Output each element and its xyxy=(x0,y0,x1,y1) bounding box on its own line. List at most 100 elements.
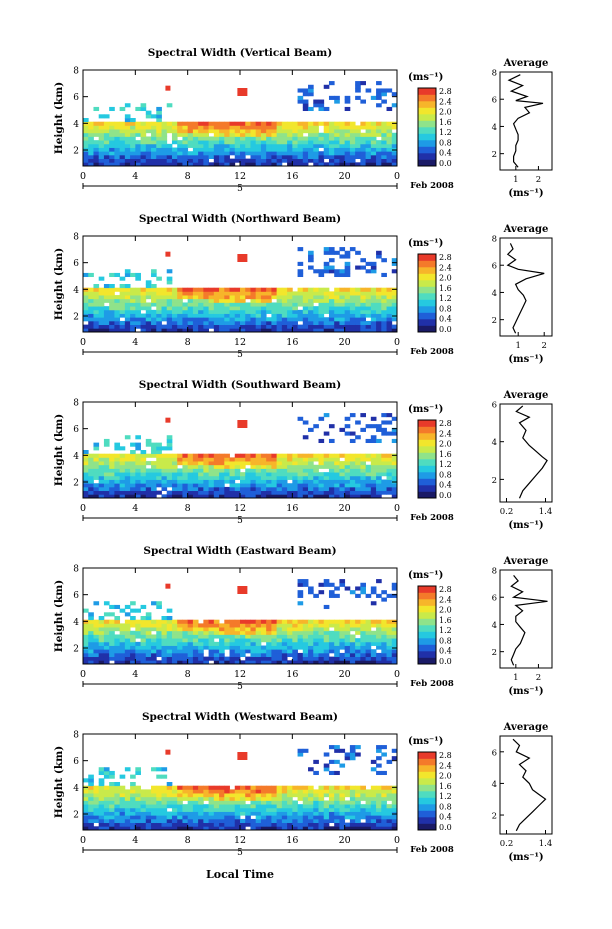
heatmap-cell xyxy=(124,125,131,130)
heatmap-cell xyxy=(308,796,314,801)
heatmap-cell xyxy=(344,143,351,148)
heatmap-cell xyxy=(208,483,215,488)
heatmap-cell xyxy=(323,413,330,418)
heatmap-cell xyxy=(203,306,209,311)
heatmap-cell xyxy=(250,475,257,480)
heatmap-cell xyxy=(219,472,225,477)
heatmap-cell xyxy=(245,479,251,484)
heatmap-cell xyxy=(260,486,267,492)
heatmap-cell xyxy=(323,453,330,458)
x-tick-label: 0 xyxy=(394,669,400,680)
heatmap-cell xyxy=(302,748,309,753)
heatmap-cell xyxy=(318,287,325,292)
heatmap-cell xyxy=(365,132,372,137)
heatmap-cell xyxy=(83,826,89,831)
heatmap-cell xyxy=(297,158,304,163)
heatmap-cell xyxy=(313,464,319,469)
heatmap-cell xyxy=(177,486,183,492)
heatmap-cell xyxy=(276,287,283,292)
heatmap-cell xyxy=(182,324,189,329)
heatmap-cell xyxy=(161,826,168,831)
heatmap-cell xyxy=(266,154,272,160)
heatmap-cell xyxy=(376,147,382,152)
heatmap-cell xyxy=(255,457,262,462)
heatmap-cell xyxy=(250,468,257,473)
heatmap-cell xyxy=(98,822,105,827)
heatmap-cells xyxy=(83,413,398,499)
heatmap-cell xyxy=(145,313,152,318)
heatmap-cell xyxy=(166,804,173,809)
heatmap-cell xyxy=(124,804,131,809)
heatmap-cell xyxy=(365,793,372,798)
average-unit: (ms⁻¹) xyxy=(508,520,543,531)
heatmap-cell xyxy=(391,151,398,156)
heatmap-cell xyxy=(240,129,246,134)
heatmap-cell xyxy=(250,132,257,137)
panel-title: Spectral Width (Eastward Beam) xyxy=(143,545,336,557)
heatmap-cell xyxy=(339,763,346,768)
heatmap-cell xyxy=(93,475,100,480)
heatmap-cell xyxy=(297,793,304,798)
colorbar-swatch xyxy=(418,465,436,473)
heatmap-cell xyxy=(255,295,262,300)
heatmap-cell xyxy=(297,129,304,134)
heatmap-cell xyxy=(182,457,189,462)
x-tick-label: 16 xyxy=(286,669,298,680)
heatmap-cell xyxy=(151,767,157,772)
y-tick-label: 4 xyxy=(73,120,79,130)
heatmap-cell xyxy=(297,660,304,665)
heatmap-cell xyxy=(391,125,398,130)
heatmap-cell xyxy=(130,475,136,480)
heatmap-cell xyxy=(386,796,393,801)
heatmap-cell xyxy=(145,110,152,115)
heatmap-cell xyxy=(328,140,335,145)
heatmap-cell xyxy=(339,254,346,259)
heatmap-cell xyxy=(234,627,241,632)
heatmap-cell xyxy=(355,298,361,303)
average-title: Average xyxy=(503,390,549,401)
heatmap-cell xyxy=(297,748,304,753)
heatmap-cell xyxy=(313,660,319,665)
colorbar-swatch xyxy=(418,605,436,613)
heatmap-cell xyxy=(140,328,147,333)
average-title: Average xyxy=(503,722,549,733)
heatmap-cell xyxy=(114,302,121,307)
heatmap-cell xyxy=(182,158,189,163)
heatmap-cell xyxy=(376,656,382,661)
heatmap-cell xyxy=(391,427,398,432)
heatmap-cell xyxy=(344,811,351,816)
heatmap-cell xyxy=(297,811,304,816)
heatmap-cell xyxy=(376,748,382,753)
heatmap-cell xyxy=(334,586,340,591)
heatmap-cell xyxy=(203,328,209,333)
heatmap-cell xyxy=(103,114,110,119)
heatmap-cell xyxy=(192,453,199,458)
colorbar-swatch xyxy=(418,88,436,95)
heatmap-cell xyxy=(302,660,309,665)
heatmap-cell xyxy=(266,324,272,329)
heatmap-cell xyxy=(370,151,377,156)
heatmap-cell xyxy=(370,468,377,473)
heatmap-cell xyxy=(161,328,168,333)
heatmap-cell xyxy=(271,815,278,820)
heatmap-cell xyxy=(98,638,105,643)
heatmap-cell xyxy=(124,457,131,462)
heatmap-cell xyxy=(93,494,100,499)
heatmap-cell xyxy=(140,800,147,805)
heatmap-cell xyxy=(182,627,189,632)
heatmap-cell xyxy=(365,154,372,160)
heatmap-cell xyxy=(349,818,356,824)
heatmap-cell xyxy=(219,793,225,798)
heatmap-cell xyxy=(213,619,220,624)
heatmap-cell xyxy=(88,789,94,794)
y-axis-label: Height (km) xyxy=(53,82,65,154)
colorbar-swatch xyxy=(418,804,436,811)
heatmap-cell xyxy=(349,295,356,300)
heatmap-cell xyxy=(334,627,340,632)
heatmap-cell xyxy=(93,151,100,156)
heatmap-cell xyxy=(182,306,189,311)
heatmap-cell xyxy=(203,660,209,665)
heatmap-cell xyxy=(171,475,178,480)
heatmap-cell xyxy=(208,804,215,809)
heatmap-cell xyxy=(171,154,178,160)
